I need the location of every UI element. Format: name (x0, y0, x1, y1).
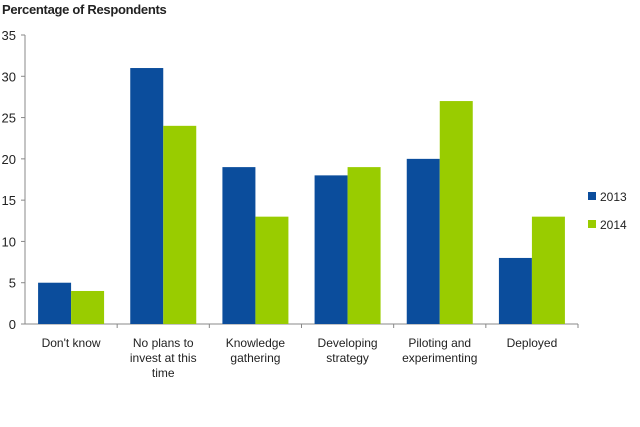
bar-2013 (498, 257, 532, 324)
y-tick-label: 35 (2, 28, 16, 43)
legend-swatch-2013 (588, 192, 596, 200)
x-tick-label: Don't know (42, 336, 101, 350)
bar-2013 (130, 68, 164, 325)
bar-2014 (531, 216, 565, 324)
x-tick-label: Developing strategy (318, 336, 378, 365)
legend-label-2013: 2013 (600, 190, 627, 204)
bar-2013 (314, 175, 348, 324)
bar-2013 (38, 282, 72, 324)
x-tick-label: Knowledge gathering (226, 336, 286, 365)
y-tick-label: 0 (9, 317, 16, 332)
x-tick-label: Deployed (507, 336, 558, 350)
y-tick-label: 15 (2, 193, 16, 208)
y-tick-label: 30 (2, 69, 16, 84)
legend-swatch-2014 (588, 220, 596, 228)
bar-2013 (406, 158, 440, 324)
bar-2013 (222, 167, 256, 324)
y-tick-label: 25 (2, 111, 16, 126)
bar-2014 (163, 125, 197, 324)
bar-2014 (71, 290, 105, 324)
y-tick-label: 10 (2, 234, 16, 249)
chart-title: Percentage of Respondents (2, 2, 167, 17)
x-tick-label: Piloting and experimenting (402, 336, 477, 365)
bar-2014 (347, 167, 381, 324)
legend-label-2014: 2014 (600, 218, 627, 232)
y-tick-label: 20 (2, 152, 16, 167)
x-tick-label: No plans to invest at this time (130, 336, 197, 380)
y-tick-label: 5 (9, 276, 16, 291)
bar-2014 (255, 216, 289, 324)
bar-2014 (439, 101, 473, 324)
